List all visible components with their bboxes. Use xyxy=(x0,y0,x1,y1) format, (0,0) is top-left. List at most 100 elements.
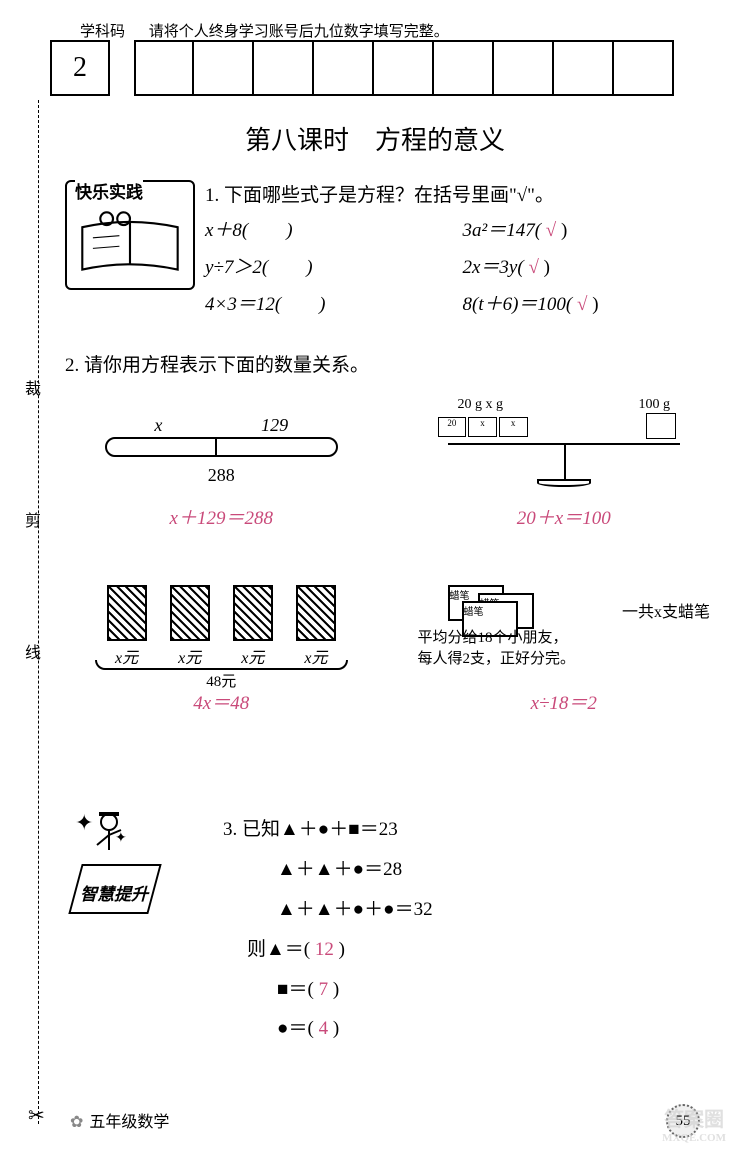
balance-stand xyxy=(564,443,566,479)
q2-prompt-text: 请你用方程表示下面的数量关系。 xyxy=(84,355,369,376)
bar-divider xyxy=(215,437,217,457)
footer-star-icon: ✿ xyxy=(70,1114,83,1131)
book-icon xyxy=(77,206,183,280)
q1-prompt-text: 下面哪些式子是方程？在括号里画"√"。 xyxy=(224,185,554,206)
account-hint: 请将个人终身学习账号后九位数字填写完整。 xyxy=(149,20,449,41)
balance-left-label: 20 g x g xyxy=(458,397,504,413)
eq-3-expr: y÷7＞2( ) xyxy=(205,257,313,278)
eq-2-expr: 3a²＝147( xyxy=(463,220,542,241)
q1-number: 1. xyxy=(205,185,224,206)
question-2: 2. 请你用方程表示下面的数量关系。 x 129 288 x＋129＝288 2… xyxy=(65,350,720,715)
q1-prompt: 1. 下面哪些式子是方程？在括号里画"√"。 xyxy=(205,180,720,207)
happy-practice-label: 快乐实践 xyxy=(75,178,143,203)
weight-box-3: x xyxy=(499,417,528,437)
cut-line-label: 裁 剪 线 xyxy=(18,380,42,710)
subject-code-label: 学科码 xyxy=(80,20,125,41)
pen-3 xyxy=(233,585,273,641)
eq-5-expr: 4×3＝12( ) xyxy=(205,294,325,315)
eq-3: y÷7＞2( ) xyxy=(205,252,463,279)
q2-answer-4: x÷18＝2 xyxy=(408,688,721,715)
account-box-8[interactable] xyxy=(554,40,614,96)
q2-cell-2: 20 g x g 100 g 20 x x 20＋x＝100 xyxy=(408,395,721,530)
q3-r1-value: 12 xyxy=(315,939,334,960)
q2-cell-3: x元 x元 x元 x元 48元 4x＝48 xyxy=(65,580,378,715)
grade-label: 五年级数学 xyxy=(89,1114,169,1131)
scissors-icon: ✂ xyxy=(28,1103,45,1128)
q3-r2-close: ) xyxy=(333,979,339,1000)
question-1: 快乐实践 1. 下面哪些式子是方程？在括号里画"√"。 x＋8( ) 3a²＝1… xyxy=(65,180,720,316)
equation-grid: x＋8( ) 3a²＝147( √ ) y÷7＞2( ) 2x＝3y( √ ) … xyxy=(205,215,720,316)
balance-figure: 20 g x g 100 g 20 x x xyxy=(408,395,721,495)
balance-base xyxy=(537,479,592,487)
pen-4 xyxy=(296,585,336,641)
account-box-7[interactable] xyxy=(494,40,554,96)
eq-4: 2x＝3y( √ ) xyxy=(463,252,721,279)
balance-right-label: 100 g xyxy=(639,397,671,413)
account-box-2[interactable] xyxy=(194,40,254,96)
wisdom-label: 智慧提升 xyxy=(79,880,154,905)
q3-r2-label: ■＝( xyxy=(277,979,314,1000)
watermark-sub: MXQE.COM xyxy=(662,1132,726,1144)
pens-figure: x元 x元 x元 x元 48元 xyxy=(65,580,378,680)
eq-2-check: √ xyxy=(546,220,556,241)
bar-top-labels: x 129 xyxy=(105,415,338,436)
q3-result-1: 则▲＝( 12 ) xyxy=(223,930,720,970)
footer: ✿ 五年级数学 xyxy=(70,1108,169,1132)
eq-6-check: √ xyxy=(577,294,587,315)
q2-cell-1: x 129 288 x＋129＝288 xyxy=(65,395,378,530)
bar-figure: x 129 288 xyxy=(65,395,378,495)
q3-line-1: 3. 已知▲＋●＋■＝23 xyxy=(223,810,720,850)
q3-r3-value: 4 xyxy=(319,1018,329,1039)
eq-1-expr: x＋8( ) xyxy=(205,220,293,241)
account-box-1[interactable] xyxy=(134,40,194,96)
weight-box-2: x xyxy=(468,417,497,437)
weight-box-1: 20 xyxy=(438,417,467,437)
eq-4-close: ) xyxy=(544,257,550,278)
q3-eq-1: 已知▲＋●＋■＝23 xyxy=(242,819,398,840)
q3-line-3: ▲＋▲＋●＋●＝32 xyxy=(223,890,720,930)
pen-1 xyxy=(107,585,147,641)
bar-total: 288 xyxy=(65,465,378,486)
balance-xg: x g xyxy=(486,397,504,412)
account-box-3[interactable] xyxy=(254,40,314,96)
q2-prompt: 2. 请你用方程表示下面的数量关系。 xyxy=(65,350,720,377)
q3-result-3: ●＝( 4 ) xyxy=(223,1009,720,1049)
crayon-desc: 平均分给18个小朋友， 每人得2支，正好分完。 xyxy=(418,628,721,670)
q3-r3-label: ●＝( xyxy=(277,1018,314,1039)
header-row: 学科码 请将个人终身学习账号后九位数字填写完整。 xyxy=(80,20,720,41)
wisdom-illustration: ✦ ✦ 智慧提升 xyxy=(65,810,215,920)
account-box-9[interactable] xyxy=(614,40,674,96)
graduate-icon xyxy=(89,810,129,870)
eq-4-check: √ xyxy=(528,257,538,278)
eq-6: 8(t＋6)＝100( √ ) xyxy=(463,289,721,316)
q3-r2-value: 7 xyxy=(319,979,329,1000)
crayon-side-label: 一共x支蜡笔 xyxy=(622,598,710,622)
q2-grid: x 129 288 x＋129＝288 20 g x g 100 g xyxy=(65,395,720,715)
eq-2-close: ) xyxy=(561,220,567,241)
watermark: 答案圈 MXQE.COM xyxy=(662,1103,726,1144)
q2-answer-1: x＋129＝288 xyxy=(65,503,378,530)
balance-20g: 20 g xyxy=(458,397,483,412)
q2-answer-3: 4x＝48 xyxy=(65,688,378,715)
eq-5: 4×3＝12( ) xyxy=(205,289,463,316)
q2-cell-4: 蜡笔 蜡笔 蜡笔 一共x支蜡笔 平均分给18个小朋友， 每人得2支，正好分完。 … xyxy=(408,580,721,715)
q3-r1-close: ) xyxy=(339,939,345,960)
account-box-4[interactable] xyxy=(314,40,374,96)
q3-content: 3. 已知▲＋●＋■＝23 ▲＋▲＋●＝28 ▲＋▲＋●＋●＝32 则▲＝( 1… xyxy=(223,810,720,1049)
question-3: ✦ ✦ 智慧提升 3. 已知▲＋●＋■＝23 ▲＋▲＋●＝28 ▲＋▲＋●＋●＝… xyxy=(65,810,720,1049)
pens-row xyxy=(95,585,348,641)
q3-r1-label: 则▲＝( xyxy=(247,939,310,960)
q3-line-2: ▲＋▲＋●＝28 xyxy=(223,850,720,890)
pens-total: 48元 xyxy=(206,674,236,690)
watermark-main: 答案圈 xyxy=(664,1109,724,1131)
bar-left-label: x xyxy=(154,415,162,436)
q1-content: 1. 下面哪些式子是方程？在括号里画"√"。 x＋8( ) 3a²＝147( √… xyxy=(205,180,720,316)
eq-1: x＋8( ) xyxy=(205,215,463,242)
eq-6-close: ) xyxy=(592,294,598,315)
q3-number: 3. xyxy=(223,819,242,840)
bar-right-label: 129 xyxy=(261,415,288,436)
q2-answer-2: 20＋x＝100 xyxy=(408,503,721,530)
eq-4-expr: 2x＝3y( xyxy=(463,257,524,278)
account-box-6[interactable] xyxy=(434,40,494,96)
account-box-5[interactable] xyxy=(374,40,434,96)
